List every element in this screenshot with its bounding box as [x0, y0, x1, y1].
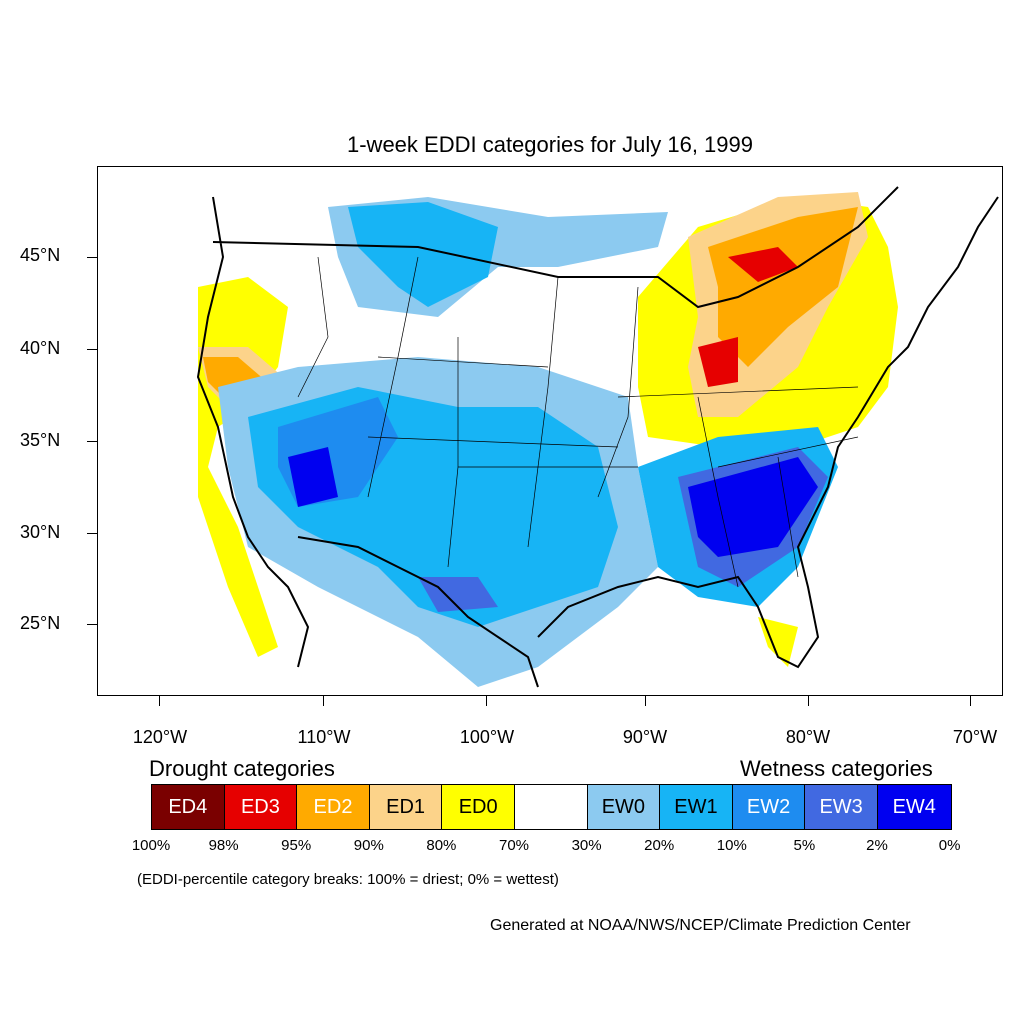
legend-break-label: 2%	[866, 837, 888, 854]
legend-break-label: 100%	[131, 837, 171, 854]
legend-box-ew3: EW3	[805, 785, 878, 829]
legend-break-label: 5%	[793, 837, 816, 854]
drought-heading: Drought categories	[149, 756, 335, 781]
lat-tick-35	[87, 441, 97, 442]
lat-label-25: 25°N	[20, 613, 61, 633]
map-area	[97, 166, 1003, 696]
legend-box-ed3: ED3	[224, 785, 298, 829]
legend-box-ew2: EW2	[732, 785, 806, 829]
legend-break-label: 90%	[353, 837, 384, 854]
ed3-region-northeast	[728, 247, 798, 282]
wetness-heading: Wetness categories	[740, 756, 933, 781]
lon-tick-70	[970, 696, 971, 706]
legend-break-label: 95%	[281, 837, 312, 854]
legend-box-ew1: EW1	[660, 785, 733, 829]
legend-break-label: 80%	[426, 837, 457, 854]
legend-break-label: 70%	[498, 837, 530, 854]
ed3-region-michigan	[698, 337, 738, 387]
lat-label-40: 40°N	[20, 338, 61, 358]
lon-tick-80	[808, 696, 809, 706]
legend-box-ed0: ED0	[442, 785, 515, 829]
legend-note: (EDDI-percentile category breaks: 100% =…	[137, 871, 559, 888]
lon-label-110: 110°W	[297, 727, 351, 747]
ew3-region-texas	[418, 577, 498, 612]
legend-box-ed2: ED2	[297, 785, 370, 829]
lon-tick-90	[645, 696, 646, 706]
lat-tick-30	[87, 533, 97, 534]
legend-break-label: 20%	[644, 837, 675, 854]
ew4-region-southeast	[688, 457, 818, 557]
lon-tick-100	[486, 696, 487, 706]
map-title: 1-week EDDI categories for July 16, 1999	[347, 132, 753, 157]
lat-tick-25	[87, 624, 97, 625]
legend-break-label: 30%	[571, 837, 602, 854]
legend-box-ew0: EW0	[587, 785, 661, 829]
lat-tick-40	[87, 349, 97, 350]
lat-tick-45	[87, 257, 97, 258]
legend-box-ed1: ED1	[369, 785, 443, 829]
state-borders	[297, 256, 859, 588]
conus-outline	[196, 186, 999, 688]
ed2-region-east	[708, 207, 858, 367]
legend-break-label: 10%	[716, 837, 747, 854]
lon-tick-120	[159, 696, 160, 706]
lon-label-80: 80°W	[785, 727, 831, 747]
legend-box-ed4: ED4	[152, 785, 225, 829]
lat-label-35: 35°N	[20, 430, 61, 450]
ew1-region-north	[348, 202, 498, 307]
lon-label-70: 70°W	[952, 727, 998, 747]
lon-label-90: 90°W	[622, 727, 668, 747]
legend-box-neutral	[514, 785, 588, 829]
lat-label-30: 30°N	[20, 522, 61, 542]
legend-box-ew4: EW4	[877, 785, 951, 829]
lat-label-45: 45°N	[20, 245, 61, 265]
map-canvas	[196, 186, 999, 688]
credit-line: Generated at NOAA/NWS/NCEP/Climate Predi…	[490, 917, 911, 934]
legend-break-label: 0%	[938, 837, 961, 854]
ew4-region-southwest	[288, 447, 338, 507]
lon-label-100: 100°W	[459, 727, 515, 747]
legend-break-label: 98%	[208, 837, 239, 854]
legend-bar: ED4 ED3 ED2 ED1 ED0 EW0 EW1 EW2 EW3 EW4	[151, 784, 952, 830]
lon-tick-110	[323, 696, 324, 706]
lon-label-120: 120°W	[132, 727, 188, 747]
